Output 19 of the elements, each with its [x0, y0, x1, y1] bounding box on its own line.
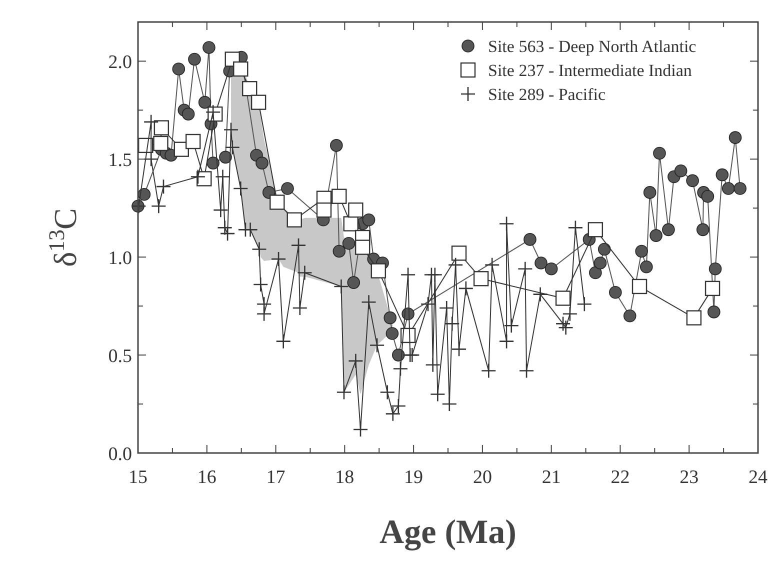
x-tick-label: 23	[680, 467, 699, 488]
y-tick-label: 0.0	[108, 444, 132, 465]
x-tick-label: 21	[542, 467, 561, 488]
x-tick-label: 24	[748, 467, 768, 488]
x-tick-label: 18	[335, 467, 354, 488]
legend-label: Site 563 - Deep North Atlantic	[488, 37, 697, 56]
y-tick-label: 1.5	[108, 150, 132, 172]
x-tick-label: 15	[128, 467, 148, 488]
x-tick-label: 22	[610, 467, 630, 488]
x-tick-label: 20	[472, 467, 492, 488]
y-tick-label: 2.0	[108, 52, 132, 74]
legend-label: Site 289 - Pacific	[488, 85, 606, 104]
y-tick-label: 1.0	[108, 248, 132, 270]
x-tick-label: 19	[404, 467, 424, 488]
x-axis-title: Age (Ma)	[380, 514, 516, 551]
legend-label: Site 237 - Intermediate Indian	[488, 61, 692, 80]
y-tick-label: 0.5	[108, 346, 132, 368]
x-tick-label: 16	[197, 467, 216, 488]
x-tick-label: 17	[266, 467, 286, 488]
